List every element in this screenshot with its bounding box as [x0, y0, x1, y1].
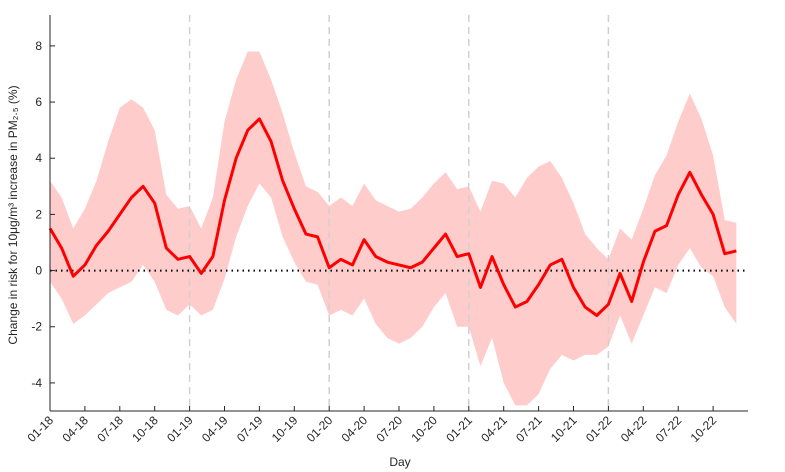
x-tick-label: 07-18 [94, 413, 126, 445]
line [48, 117, 737, 318]
x-tick-label: 10-19 [269, 413, 301, 445]
x-tick-label: 07-21 [513, 413, 545, 445]
x-tick-label: 01-18 [25, 413, 57, 445]
y-tick-label: 4 [35, 151, 42, 165]
y-tick-label: -2 [31, 320, 42, 334]
x-tick-label: 04-21 [478, 413, 510, 445]
x-tick-label: 04-22 [618, 413, 650, 445]
x-tick-label: 01-22 [583, 413, 615, 445]
y-axis-label: Change in risk for 10μg/m³ increase in P… [6, 85, 20, 344]
x-tick-label: 04-19 [199, 413, 231, 445]
x-tick-label: 10-22 [688, 413, 720, 445]
y-tick-label: -4 [31, 376, 42, 390]
confidence-band [50, 51, 737, 406]
x-tick-label: 04-18 [59, 413, 91, 445]
x-axis-label: Day [389, 455, 410, 469]
x-tick-label: 01-20 [304, 413, 336, 445]
x-tick-label: 10-21 [548, 413, 580, 445]
x-tick-label: 07-22 [653, 413, 685, 445]
x-tick-label: 10-18 [129, 413, 161, 445]
y-tick-label: 6 [35, 95, 42, 109]
x-tick-label: 07-19 [234, 413, 266, 445]
x-tick-label: 10-20 [408, 413, 440, 445]
x-tick-label: 01-19 [164, 413, 196, 445]
y-tick-label: 0 [35, 264, 42, 278]
x-tick-label: 04-20 [339, 413, 371, 445]
y-tick-label: 2 [35, 207, 42, 221]
x-tick-label: 01-21 [443, 413, 475, 445]
y-tick-label: 8 [35, 39, 42, 53]
x-tick-label: 07-20 [374, 413, 406, 445]
